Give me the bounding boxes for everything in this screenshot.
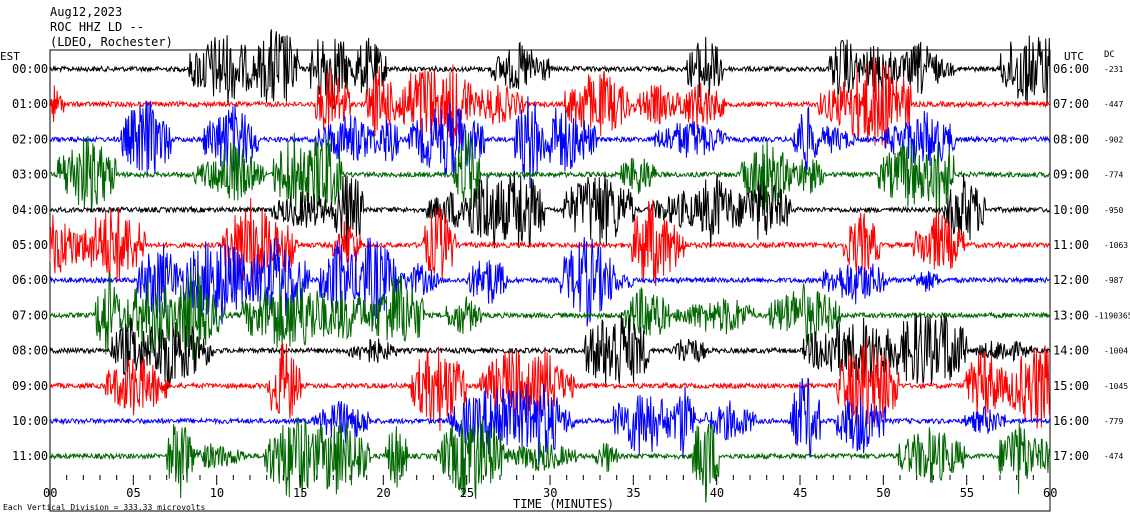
left-hour-label: 02:00 — [12, 132, 48, 146]
left-hour-label: 00:00 — [12, 62, 48, 76]
left-hour-label: 05:00 — [12, 238, 48, 252]
network-label: (LDEO, Rochester) — [50, 35, 173, 49]
left-hour-label: 01:00 — [12, 97, 48, 111]
left-hour-label: 03:00 — [12, 168, 48, 182]
dc-value-label: -231 — [1104, 65, 1123, 74]
dc-value-label: -474 — [1104, 452, 1123, 461]
left-hour-label: 09:00 — [12, 379, 48, 393]
left-hour-label: 07:00 — [12, 308, 48, 322]
x-tick-label: 35 — [626, 486, 640, 500]
date-label: Aug12,2023 — [50, 5, 122, 19]
dc-value-label: -1063 — [1104, 241, 1128, 250]
left-hour-label: 06:00 — [12, 273, 48, 287]
x-tick-label: 50 — [876, 486, 890, 500]
x-tick-label: 25 — [460, 486, 474, 500]
trace-line-0900 — [49, 338, 1051, 432]
right-timezone-label: UTC — [1064, 50, 1084, 63]
x-axis-title: TIME (MINUTES) — [513, 497, 614, 511]
row-label-group: 00:00 06:00 -231 01:00 07:00 -447 02:00 08:00 -9… — [12, 62, 1130, 463]
dc-value-label: -987 — [1104, 276, 1123, 285]
x-tick-label: 00 — [43, 486, 57, 500]
left-hour-label: 04:00 — [12, 203, 48, 217]
right-hour-label: 10:00 — [1053, 203, 1089, 217]
right-hour-label: 09:00 — [1053, 168, 1089, 182]
x-axis: 00 05 10 15 20 25 30 35 40 45 50 55 60 — [43, 475, 1057, 500]
trace-line-0500 — [49, 197, 1051, 288]
right-hour-label: 12:00 — [1053, 273, 1089, 287]
right-hour-label: 15:00 — [1053, 379, 1089, 393]
right-hour-label: 17:00 — [1053, 449, 1089, 463]
trace-line-0100 — [49, 57, 1051, 149]
trace-line-1000 — [49, 377, 1051, 465]
trace-line-0700 — [49, 270, 1051, 361]
x-tick-label: 60 — [1043, 486, 1057, 500]
right-hour-label: 07:00 — [1053, 97, 1089, 111]
right-hour-label: 11:00 — [1053, 238, 1089, 252]
station-label: ROC HHZ LD -- — [50, 20, 144, 34]
right-hour-label: 06:00 — [1053, 62, 1089, 76]
left-timezone-label: EST — [0, 50, 20, 63]
dc-value-label: -1045 — [1104, 382, 1128, 391]
dc-value-label: -1004 — [1104, 347, 1128, 356]
trace-group — [49, 29, 1051, 503]
dc-value-label: -774 — [1104, 171, 1123, 180]
right-hour-label: 14:00 — [1053, 344, 1089, 358]
trace-line-0200 — [49, 96, 1051, 189]
dc-value-label: -447 — [1104, 100, 1123, 109]
dc-value-label: -1190365 — [1094, 311, 1130, 320]
trace-line-1100 — [49, 417, 1051, 503]
x-tick-label: 45 — [793, 486, 807, 500]
x-tick-label: 10 — [210, 486, 224, 500]
x-tick-label: 05 — [126, 486, 140, 500]
x-tick-label: 40 — [710, 486, 724, 500]
trace-line-0600 — [49, 237, 1051, 327]
dc-value-label: -950 — [1104, 206, 1123, 215]
trace-line-0000 — [49, 29, 1051, 114]
right-hour-label: 08:00 — [1053, 132, 1089, 146]
left-hour-label: 08:00 — [12, 344, 48, 358]
dc-value-label: -779 — [1104, 417, 1123, 426]
x-tick-label: 20 — [376, 486, 390, 500]
trace-line-0300 — [49, 129, 1051, 217]
x-tick-label: 15 — [293, 486, 307, 500]
right-hour-label: 16:00 — [1053, 414, 1089, 428]
scale-note: Each Vertical Division = 333.33 microvol… — [3, 503, 205, 512]
trace-line-0800 — [49, 312, 1051, 390]
right-hour-label: 13:00 — [1053, 308, 1089, 322]
trace-line-0400 — [49, 170, 1051, 256]
dc-value-label: -902 — [1104, 135, 1123, 144]
left-hour-label: 11:00 — [12, 449, 48, 463]
x-tick-label: 30 — [543, 486, 557, 500]
plot-frame — [49, 49, 1051, 512]
x-tick-label: 55 — [960, 486, 974, 500]
left-hour-label: 10:00 — [12, 414, 48, 428]
dc-header-label: DC — [1104, 50, 1115, 60]
